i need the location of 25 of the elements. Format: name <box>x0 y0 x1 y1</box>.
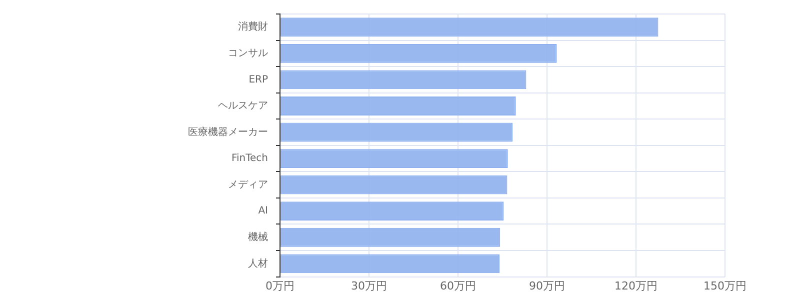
x-tick-label: 90万円 <box>529 279 565 292</box>
x-tick-label: 0万円 <box>266 279 294 292</box>
bar <box>280 149 508 168</box>
y-tick-label: コンサル <box>228 48 268 60</box>
bar <box>280 18 658 37</box>
y-tick-label: 医療機器メーカー <box>188 126 268 138</box>
x-tick-label: 120万円 <box>614 279 658 292</box>
y-tick-label: 消費財 <box>238 20 268 33</box>
x-tick-label: 60万円 <box>440 279 476 292</box>
bar <box>280 254 500 274</box>
x-tick-label: 30万円 <box>351 279 387 292</box>
bar <box>280 44 557 63</box>
bar <box>280 96 516 116</box>
y-tick-label: 機械 <box>248 230 268 243</box>
y-tick-label: ヘルスケア <box>218 100 268 112</box>
y-tick-label: メディア <box>228 179 268 190</box>
y-tick-label: FinTech <box>231 153 268 164</box>
x-tick-label: 150万円 <box>704 279 746 292</box>
y-tick-label: ERP <box>248 74 268 86</box>
y-tick-label: AI <box>258 206 268 217</box>
bar <box>280 202 504 221</box>
bar <box>280 175 508 194</box>
bar <box>280 70 526 90</box>
y-tick-label: 人材 <box>248 257 268 270</box>
bar <box>280 228 500 247</box>
